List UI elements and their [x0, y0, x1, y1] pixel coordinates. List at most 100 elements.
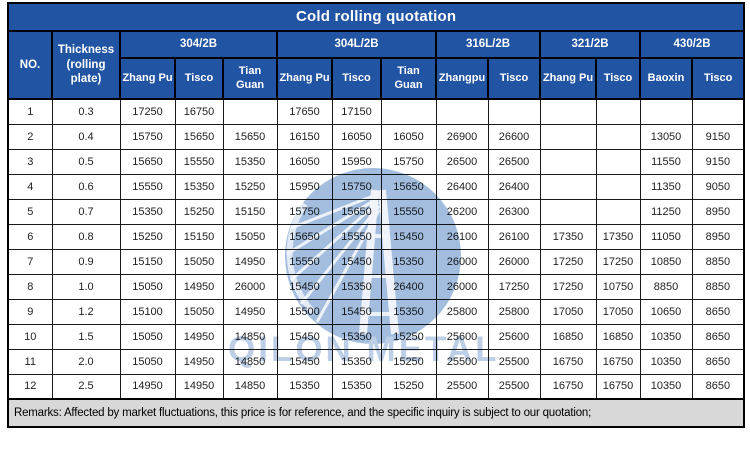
price-cell: 17050: [595, 298, 641, 325]
price-cell: 26300: [487, 198, 541, 225]
price-cell: 15050: [119, 273, 176, 300]
price-cell: 11350: [639, 173, 693, 200]
thickness-cell: 0.4: [51, 123, 121, 150]
table-row: 8 1.0 15050 14950 26000 15450 15350 26400 26000 1…: [7, 273, 745, 300]
price-cell: [539, 173, 597, 200]
price-cell: 8650: [691, 348, 745, 375]
price-cell: 15350: [331, 273, 382, 300]
thickness-cell: 1.0: [51, 273, 121, 300]
price-cell: 9150: [691, 148, 745, 175]
price-cell: 15350: [331, 323, 382, 350]
price-cell: 16750: [539, 348, 597, 375]
price-cell: [639, 98, 693, 125]
price-cell: 16750: [174, 98, 224, 125]
price-cell: 15650: [380, 173, 437, 200]
price-cell: 15650: [276, 223, 333, 250]
price-cell: 15350: [331, 348, 382, 375]
thickness-cell: 0.5: [51, 148, 121, 175]
col-header-304-tisco: Tisco: [174, 57, 224, 100]
price-cell: 14950: [174, 323, 224, 350]
price-cell: 15350: [380, 298, 437, 325]
price-cell: 26000: [435, 273, 489, 300]
price-cell: [539, 198, 597, 225]
price-cell: 14950: [174, 273, 224, 300]
price-cell: 17250: [539, 248, 597, 275]
price-cell: [595, 123, 641, 150]
col-header-304-tianguan: Tian Guan: [222, 57, 278, 100]
price-cell: 17250: [539, 273, 597, 300]
price-cell: 17250: [595, 248, 641, 275]
price-cell: 15350: [331, 373, 382, 400]
row-no-cell: 8: [7, 273, 53, 300]
price-cell: 15950: [276, 173, 333, 200]
price-cell: [222, 98, 278, 125]
price-cell: 26900: [435, 123, 489, 150]
thickness-cell: 0.3: [51, 98, 121, 125]
price-cell: [595, 198, 641, 225]
price-cell: 15450: [276, 323, 333, 350]
price-cell: 26500: [435, 148, 489, 175]
price-cell: 15750: [331, 173, 382, 200]
col-group-321-2b: 321/2B: [539, 30, 641, 59]
price-cell: 11250: [639, 198, 693, 225]
col-header-321-zhangpu: Zhang Pu: [539, 57, 597, 100]
row-no-cell: 6: [7, 223, 53, 250]
table-row: 6 0.8 15250 15150 15050 15650 15550 15450 26100 2…: [7, 223, 745, 250]
col-header-thickness: Thickness (rolling plate): [51, 30, 121, 100]
price-cell: 26600: [487, 123, 541, 150]
thickness-cell: 1.2: [51, 298, 121, 325]
price-cell: 16850: [595, 323, 641, 350]
table-row: 7 0.9 15150 15050 14950 15550 15450 15350 26000 2…: [7, 248, 745, 275]
price-cell: 9050: [691, 173, 745, 200]
remarks-text: Remarks: Affected by market fluctuations…: [6, 398, 746, 428]
price-cell: 15150: [119, 248, 176, 275]
price-cell: 15500: [276, 298, 333, 325]
price-cell: 14950: [174, 348, 224, 375]
quotation-table: Cold rolling quotation NO. Thickness (ro…: [6, 2, 746, 428]
price-cell: 14950: [222, 298, 278, 325]
table-row: 9 1.2 15100 15050 14950 15500 15450 15350 25800 2…: [7, 298, 745, 325]
price-cell: 17150: [331, 98, 382, 125]
col-header-316l-tisco: Tisco: [487, 57, 541, 100]
row-no-cell: 4: [7, 173, 53, 200]
price-cell: 16050: [276, 148, 333, 175]
price-cell: 15250: [222, 173, 278, 200]
price-cell: 16050: [331, 123, 382, 150]
table-body: 1 0.3 17250 16750 17650 17150 2 0.4 15750 15650 15…: [7, 98, 745, 400]
price-cell: 16850: [539, 323, 597, 350]
price-cell: 8650: [691, 373, 745, 400]
price-cell: 25500: [487, 373, 541, 400]
price-cell: 15950: [331, 148, 382, 175]
col-group-304-2b: 304/2B: [119, 30, 278, 59]
price-cell: 26000: [222, 273, 278, 300]
price-cell: 16050: [380, 123, 437, 150]
table-row: 12 2.5 14950 14950 14850 15350 15350 15250 25500…: [7, 373, 745, 400]
price-cell: 15650: [174, 123, 224, 150]
price-cell: 25800: [435, 298, 489, 325]
row-no-cell: 5: [7, 198, 53, 225]
price-cell: 26000: [435, 248, 489, 275]
price-cell: 15650: [331, 198, 382, 225]
price-cell: 25600: [435, 323, 489, 350]
price-cell: 14950: [174, 373, 224, 400]
price-cell: [691, 98, 745, 125]
price-cell: [380, 98, 437, 125]
price-cell: 14850: [222, 323, 278, 350]
price-cell: 14850: [222, 348, 278, 375]
price-cell: 10750: [595, 273, 641, 300]
price-cell: 15350: [276, 373, 333, 400]
price-cell: 15250: [380, 348, 437, 375]
price-cell: 8950: [691, 223, 745, 250]
price-cell: 26500: [487, 148, 541, 175]
price-cell: 25500: [435, 348, 489, 375]
price-cell: 26200: [435, 198, 489, 225]
price-cell: 10350: [639, 348, 693, 375]
price-cell: 15250: [119, 223, 176, 250]
col-header-304l-tisco: Tisco: [331, 57, 382, 100]
price-cell: 16750: [539, 373, 597, 400]
price-cell: 14950: [222, 248, 278, 275]
table-row: 3 0.5 15650 15550 15350 16050 15950 15750 26500 2…: [7, 148, 745, 175]
col-header-304-zhangpu: Zhang Pu: [119, 57, 176, 100]
group-header-row: NO. Thickness (rolling plate) 304/2B 304…: [7, 30, 746, 100]
table-row: 2 0.4 15750 15650 15650 16150 16050 16050 26900 2…: [7, 123, 745, 150]
